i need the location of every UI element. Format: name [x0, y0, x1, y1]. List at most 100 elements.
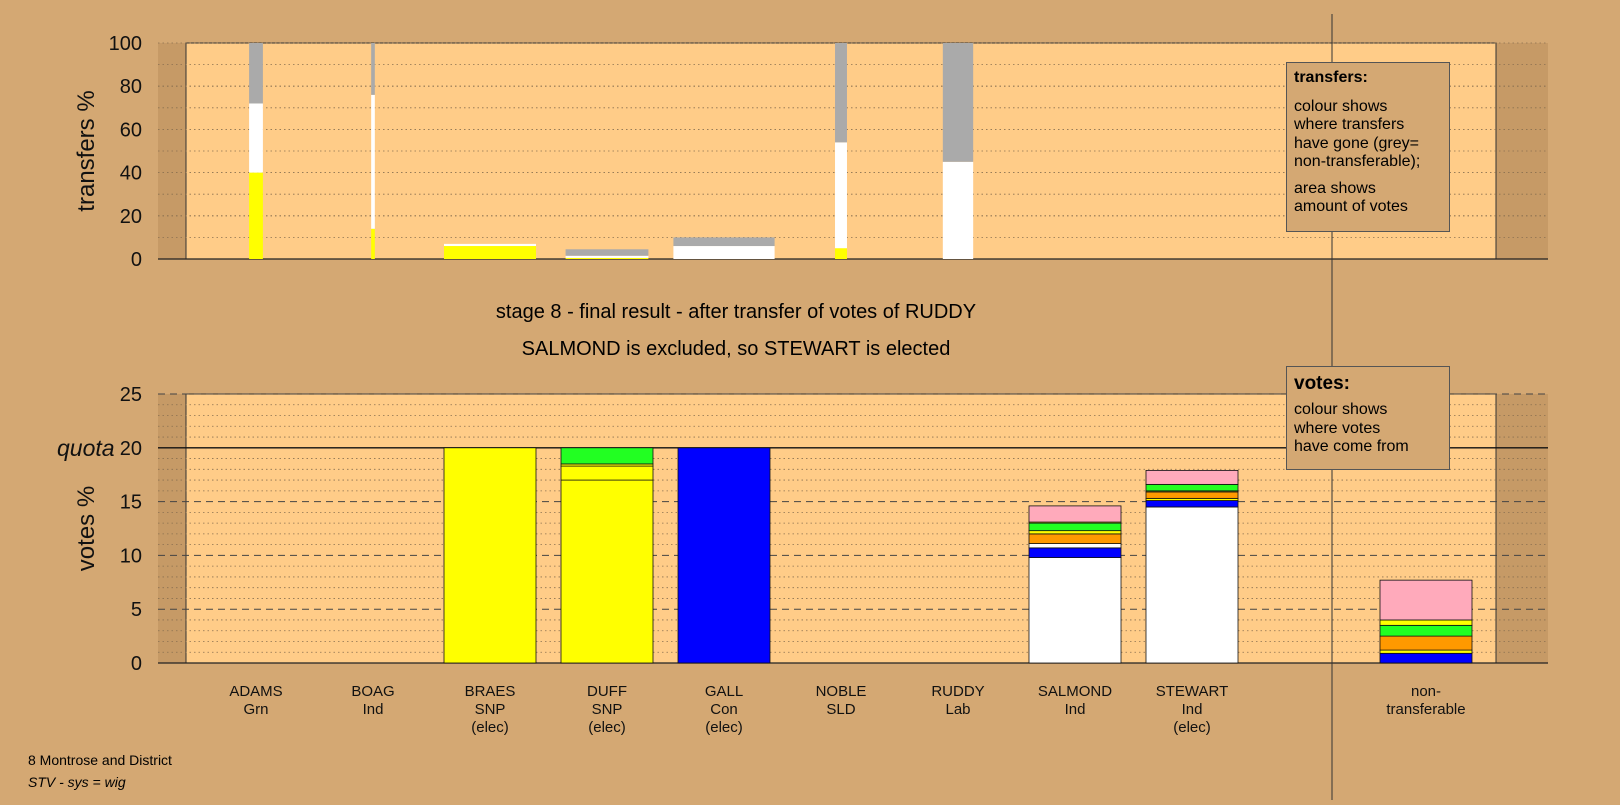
y-tick-label: 40 — [120, 163, 142, 185]
vote-segment — [1379, 635, 1473, 651]
category-label: Grn — [243, 701, 268, 718]
transfer-segment — [942, 161, 974, 259]
category-label: Con — [710, 701, 738, 718]
category-label: BRAES — [465, 683, 516, 700]
transfer-segment — [565, 255, 649, 258]
voting-system: STV - sys = wig — [28, 774, 126, 790]
vote-segment — [1145, 500, 1239, 508]
vote-segment — [560, 465, 654, 481]
y-tick-label: 25 — [120, 384, 142, 406]
y-axis-label: votes % — [73, 486, 100, 571]
vote-segment — [1145, 469, 1239, 485]
votes-legend-title: votes: — [1294, 373, 1350, 394]
vote-segment — [1028, 547, 1122, 558]
transfer-segment — [249, 43, 263, 104]
transfer-segment — [444, 243, 536, 247]
category-label: STEWART — [1156, 683, 1229, 700]
transfer-segment — [835, 248, 847, 259]
vote-segment — [1379, 652, 1473, 664]
category-label: (elec) — [588, 719, 626, 736]
vote-segment — [1028, 530, 1122, 535]
vote-segment — [1145, 491, 1239, 499]
vote-segment — [1028, 533, 1122, 544]
vote-segment — [1145, 506, 1239, 664]
category-label: GALL — [705, 683, 743, 700]
vote-segment — [1145, 483, 1239, 492]
category-label: non- — [1411, 683, 1441, 700]
vote-segment — [677, 447, 771, 664]
transfers-chart: 0 20 40 60 80 100 transfers % — [73, 33, 1548, 271]
category-label: ADAMS — [229, 683, 282, 700]
category-label: Ind — [363, 701, 384, 718]
transfer-segment — [249, 172, 263, 259]
category-label: SLD — [826, 701, 855, 718]
category-label: (elec) — [705, 719, 743, 736]
category-label: Ind — [1182, 701, 1203, 718]
category-label: BOAG — [351, 683, 394, 700]
category-label: Ind — [1065, 701, 1086, 718]
y-tick-label: 10 — [120, 545, 142, 567]
category-label: SNP — [592, 701, 623, 718]
transfer-segment — [835, 142, 847, 249]
y-tick-label: 0 — [131, 653, 142, 675]
vote-segment — [1379, 619, 1473, 626]
category-label: RUDDY — [931, 683, 984, 700]
transfers-legend-line: colour shows — [1294, 97, 1388, 115]
plot-area — [185, 393, 1497, 664]
y-axis-label: transfers % — [73, 90, 100, 211]
y-tick-label: 20 — [120, 206, 142, 228]
transfer-segment — [371, 228, 375, 259]
votes-legend-line: have come from — [1294, 438, 1409, 455]
transfers-legend-line: where transfers — [1294, 116, 1405, 133]
y-tick-label: 15 — [120, 492, 142, 514]
side-shade — [158, 394, 186, 663]
transfer-segment — [942, 43, 974, 162]
transfer-segment — [565, 257, 649, 259]
transfer-segment — [673, 237, 775, 247]
stage-subtitle: SALMOND is excluded, so STEWART is elect… — [522, 338, 951, 360]
category-label: (elec) — [1173, 719, 1211, 736]
transfers-legend-line: amount of votes — [1294, 198, 1408, 215]
y-tick-label: 60 — [120, 119, 142, 141]
vote-segment — [1028, 522, 1122, 532]
vote-segment — [1028, 505, 1122, 523]
votes-legend: votes: colour shows where votes have com… — [1286, 366, 1450, 470]
vote-segment — [1028, 557, 1122, 664]
vote-segment — [1379, 624, 1473, 637]
transfer-segment — [444, 246, 536, 259]
category-label: NOBLE — [816, 683, 867, 700]
y-tick-label: 100 — [109, 33, 142, 55]
side-shade — [1496, 394, 1548, 663]
transfers-legend-title: transfers: — [1294, 69, 1368, 86]
category-label: (elec) — [471, 719, 509, 736]
quota-label: quota — [57, 435, 115, 461]
transfers-legend-line: have gone (grey= — [1294, 134, 1419, 152]
category-label: DUFF — [587, 683, 627, 700]
category-label: transferable — [1386, 701, 1465, 718]
stage-title: stage 8 - final result - after transfer … — [496, 301, 976, 323]
transfers-legend: transfers: colour shows where transfers … — [1286, 62, 1450, 232]
transfers-legend-line: area shows — [1294, 179, 1376, 197]
votes-legend-line: colour shows — [1294, 401, 1388, 418]
transfer-segment — [371, 43, 375, 95]
vote-segment — [560, 479, 654, 664]
y-tick-label: 20 — [120, 438, 142, 460]
category-label: SNP — [475, 701, 506, 718]
category-label: SALMOND — [1038, 683, 1112, 700]
transfer-segment — [249, 103, 263, 173]
category-label: Lab — [945, 701, 970, 718]
vote-segment — [1379, 649, 1473, 654]
y-tick-label: 5 — [131, 599, 142, 621]
votes-legend-line: where votes — [1294, 419, 1381, 437]
transfer-segment — [371, 94, 375, 229]
y-tick-label: 80 — [120, 76, 142, 98]
vote-segment — [443, 447, 537, 664]
ward-name: 8 Montrose and District — [28, 752, 172, 768]
y-tick-label: 0 — [131, 249, 142, 271]
transfer-segment — [673, 246, 775, 259]
vote-segment — [560, 447, 654, 465]
transfer-segment — [565, 249, 649, 256]
